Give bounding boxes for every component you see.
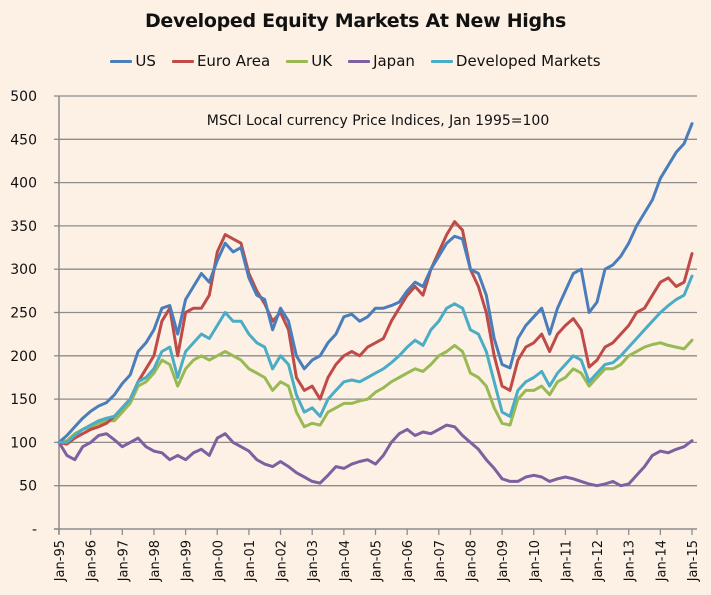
ytick-label: 100 [10,435,37,451]
xtick-label: Jan-15 [686,540,701,582]
xtick-label: Jan-13 [623,540,638,582]
xtick-label: Jan-05 [370,540,385,582]
ytick-label: 300 [10,262,37,278]
legend-item-uk: UK [286,52,332,70]
ytick-label: 350 [10,219,37,235]
series-line-euro-area [57,220,694,446]
ytick-label: 400 [10,176,37,192]
xtick-label: Jan-07 [433,540,448,582]
series-layer [57,122,694,488]
chart-annotation: MSCI Local currency Price Indices, Jan 1… [207,113,550,129]
chart-title: Developed Equity Markets At New Highs [144,10,567,32]
legend-item-japan: Japan [348,52,415,70]
legend-item-euro-area: Euro Area [171,52,271,70]
ytick-label: 500 [10,89,37,105]
xtick-label: Jan-96 [85,540,100,582]
series-line-us [57,122,694,444]
legend-label-developed-markets: Developed Markets [455,52,601,70]
series-line-japan [57,423,694,488]
xtick-label: Jan-14 [654,540,669,582]
xtick-label: Jan-00 [211,540,226,582]
legend: US Euro Area UK Japan Developed Markets [0,52,711,70]
xtick-label: Jan-09 [496,540,511,582]
series-line-uk [57,338,694,444]
xtick-label: Jan-01 [243,540,258,582]
legend-swatch-developed-markets [430,59,453,63]
legend-label-japan: Japan [373,52,415,70]
xtick-label: Jan-03 [306,540,321,582]
legend-label-us: US [135,52,156,70]
ytick-label: 50 [19,479,37,495]
xtick-label: Jan-08 [464,540,479,582]
legend-item-developed-markets: Developed Markets [430,52,601,70]
legend-item-us: US [110,52,156,70]
legend-swatch-euro-area [171,59,194,63]
xtick-label: Jan-02 [275,540,290,582]
xtick-label: Jan-97 [116,540,131,582]
legend-label-euro-area: Euro Area [196,52,271,70]
legend-swatch-uk [286,59,309,63]
ytick-label: - [32,522,37,538]
ytick-label: 200 [10,349,37,365]
series-line-developed-markets [57,274,694,444]
xtick-label: Jan-95 [53,540,68,582]
xtick-label: Jan-10 [528,540,543,582]
legend-swatch-us [110,59,133,63]
xtick-label: Jan-99 [180,540,195,582]
axes: - 50 100 150 200 250 300 350 400 450 500 Jan-95 Jan-… [10,89,701,582]
gridlines [59,95,697,487]
xtick-label: Jan-98 [148,540,163,582]
xtick-label: Jan-04 [338,540,353,582]
xtick-label: Jan-11 [559,540,574,582]
legend-label-uk: UK [311,52,333,70]
legend-swatch-japan [348,59,371,63]
xtick-label: Jan-06 [401,540,416,582]
xtick-label: Jan-12 [591,540,606,582]
ytick-label: 150 [10,392,37,408]
ytick-label: 450 [10,132,37,148]
ytick-label: 250 [10,306,37,322]
